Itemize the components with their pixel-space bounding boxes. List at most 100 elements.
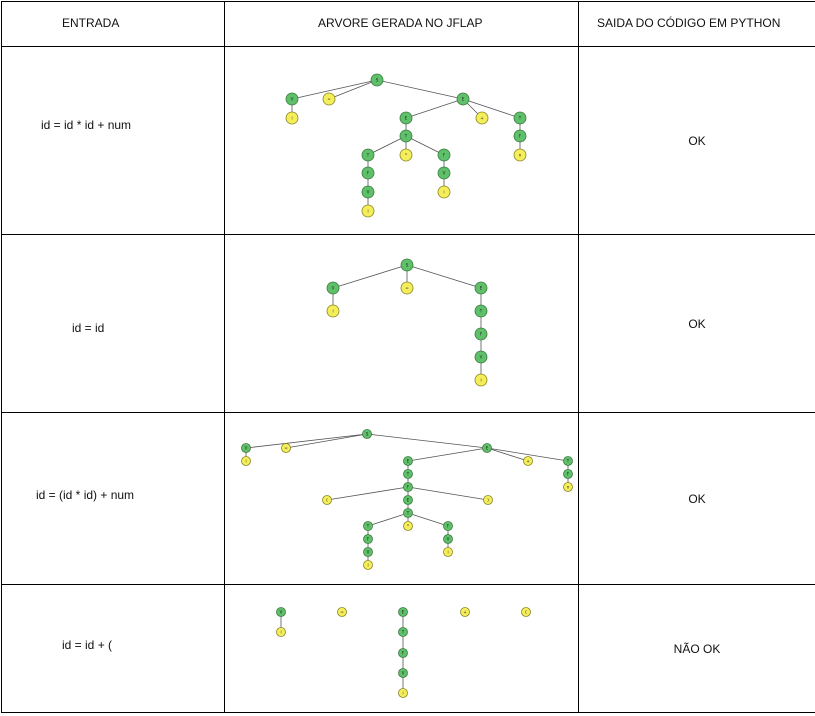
tree-node-terminal (437, 185, 451, 199)
tree-node-label: F (447, 524, 450, 529)
tree-node-label: + (480, 116, 483, 121)
tree-node-nonterminal (361, 148, 375, 162)
tree-node-terminal (241, 456, 251, 466)
tree-node-terminal (474, 373, 488, 387)
tree-node-label: = (327, 97, 330, 102)
tree-node-nonterminal (482, 443, 492, 453)
tree-node-nonterminal (363, 534, 373, 544)
tree-node-nonterminal (241, 443, 251, 453)
header-arvore: ARVORE GERADA NO JFLAP (318, 16, 483, 30)
table-row: id = id * id + num S V = E i E + T F (1, 46, 815, 235)
tree-edge (367, 512, 409, 527)
tree-node-label: T (406, 472, 410, 477)
tree-node-label: T (566, 459, 570, 464)
tree-node-nonterminal (443, 534, 453, 544)
tree-node-nonterminal (398, 607, 408, 617)
tree-node-label: i (480, 378, 481, 383)
tree-edge (285, 433, 368, 449)
header-saida-cell: SAIDA DO CÓDIGO EM PYTHON (578, 1, 815, 47)
tree-node-label: T (404, 134, 408, 139)
tree-node-nonterminal (474, 327, 488, 341)
tree-cell: V i = E T F V i + ( (224, 584, 579, 713)
tree-node-terminal (285, 111, 299, 125)
tree-node-nonterminal (403, 482, 413, 492)
tree-node-terminal (337, 607, 347, 617)
tree-node-nonterminal (326, 281, 340, 295)
tree-node-label: = (340, 610, 343, 615)
tree-cell: S V = E i E + T F n T T * F F V i V i (224, 46, 579, 235)
parse-tree-image: S V = E i E + T F n T F ( E ) T T * F F (241, 429, 573, 570)
tree-edge (366, 433, 488, 449)
tree-node-label: i (280, 630, 281, 635)
saida-cell: OK (578, 234, 815, 413)
tree-node-label: T (401, 630, 405, 635)
tree-node-label: E (462, 97, 465, 102)
tree-node-label: V (480, 355, 483, 360)
tree-node-label: i (332, 309, 333, 314)
tree-node-label: F (367, 537, 370, 542)
tree-node-label: ( (525, 610, 527, 615)
tree-cell: S V = E i E + T F n T F ( E ) T T * F F (224, 412, 579, 585)
tree-node-label: * (407, 524, 409, 529)
tree-node-nonterminal (403, 469, 413, 479)
tree-node-nonterminal (398, 648, 408, 658)
tree-node-label: * (405, 153, 407, 158)
tree-edge (405, 135, 445, 156)
entrada-text: id = (id * id) + num (36, 488, 135, 502)
tree-node-nonterminal (474, 304, 488, 318)
saida-cell: OK (578, 412, 815, 585)
tree-node-terminal (399, 148, 413, 162)
tree-node-label: i (367, 563, 368, 568)
tree-node-nonterminal (474, 281, 488, 295)
tree-node-label: T (518, 116, 522, 121)
tree-node-terminal (400, 281, 414, 295)
entrada-cell: id = id * id + num (1, 46, 225, 235)
tree-edge (367, 135, 407, 156)
tree-node-terminal (326, 304, 340, 318)
tree-node-label: T (366, 524, 370, 529)
entrada-cell: id = id + ( (1, 584, 225, 713)
tree-node-label: F (367, 171, 370, 176)
saida-text: OK (688, 133, 706, 148)
tree-edge (245, 433, 368, 449)
tree-node-nonterminal (513, 111, 527, 125)
tree-node-label: F (402, 651, 405, 656)
tree-node-nonterminal (399, 129, 413, 143)
tree-node-label: V (443, 171, 446, 176)
tree-edge (406, 264, 482, 289)
tree-node-terminal (523, 456, 533, 466)
tree-node-terminal (403, 521, 413, 531)
tree-edge (328, 79, 378, 100)
tree-node-label: V (291, 97, 294, 102)
tree-node-label: T (406, 511, 410, 516)
table-row: id = id + ( V i = E T F V i + ( NÃO OK (1, 584, 815, 713)
tree-node-label: i (291, 116, 292, 121)
tree-node-label: i (367, 209, 368, 214)
entrada-cell: id = (id * id) + num (1, 412, 225, 585)
tree-node-nonterminal (400, 258, 414, 272)
tree-node-label: ) (487, 498, 489, 503)
entrada-text: id = id (72, 321, 105, 335)
tree-node-terminal (363, 560, 373, 570)
tree-node-label: E (486, 446, 489, 451)
tree-node-label: E (402, 610, 405, 615)
tree-node-label: F (480, 332, 483, 337)
tree-node-nonterminal (563, 456, 573, 466)
tree-node-nonterminal (363, 547, 373, 557)
tree-node-label: T (366, 153, 370, 158)
tree-node-nonterminal (276, 607, 286, 617)
entrada-cell: id = id (1, 234, 225, 413)
table-row: id = (id * id) + num S V = E i E + (1, 412, 815, 585)
tree-node-label: + (463, 610, 466, 615)
tree-node-label: i (447, 550, 448, 555)
tree-node-label: E (480, 286, 483, 291)
tree-node-label: n (567, 485, 570, 490)
tree-edge (407, 512, 449, 527)
tree-node-terminal (398, 688, 408, 698)
tree-node-label: F (443, 153, 446, 158)
tree-node-nonterminal (403, 456, 413, 466)
tree-node-label: i (402, 691, 403, 696)
tree-edge (376, 79, 464, 100)
tree-node-nonterminal (563, 469, 573, 479)
tree-edge (326, 486, 409, 501)
